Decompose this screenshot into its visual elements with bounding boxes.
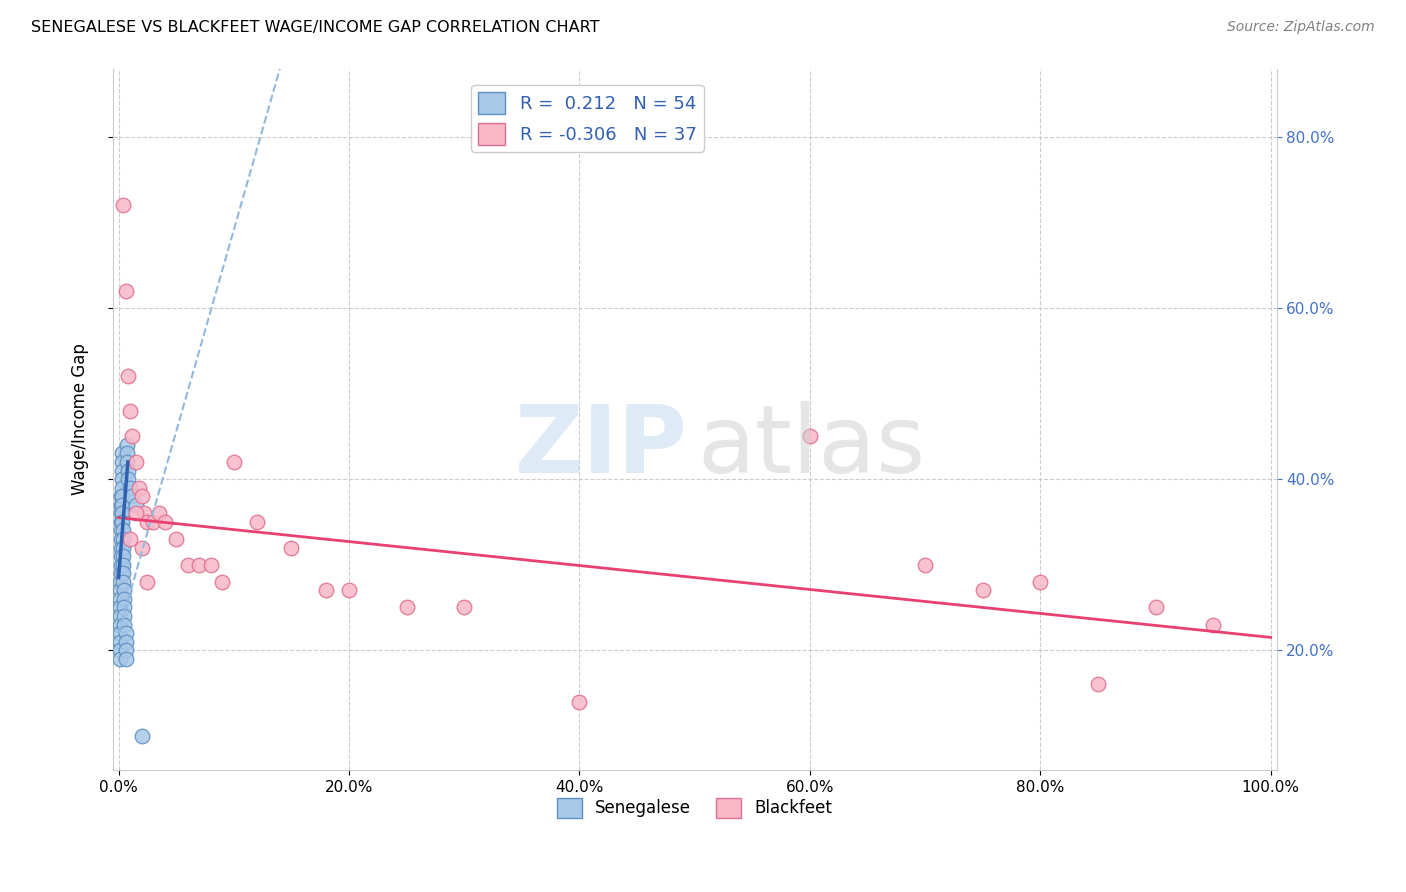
Point (112, 198, 135, 212)
Point (1087, 677, 1109, 691)
Point (453, 600, 475, 615)
Point (114, 634, 136, 648)
Point (114, 626, 136, 640)
Text: SENEGALESE VS BLACKFEET WAGE/INCOME GAP CORRELATION CHART: SENEGALESE VS BLACKFEET WAGE/INCOME GAP … (31, 20, 599, 35)
Point (1029, 574, 1052, 589)
Point (1144, 600, 1167, 615)
Point (108, 652, 131, 666)
Point (131, 729, 153, 743)
Point (188, 558, 211, 572)
Point (114, 643, 136, 657)
Point (222, 455, 245, 469)
Point (136, 574, 159, 589)
Point (112, 583, 135, 598)
Point (112, 549, 135, 563)
Point (110, 515, 132, 529)
Point (108, 609, 131, 624)
Point (108, 634, 131, 648)
Point (211, 574, 233, 589)
Point (112, 566, 135, 581)
Point (115, 446, 138, 460)
Point (128, 481, 150, 495)
Point (110, 549, 132, 563)
Point (112, 532, 135, 546)
Point (120, 481, 142, 495)
Point (117, 472, 139, 486)
Point (280, 541, 302, 555)
Point (108, 583, 131, 598)
Point (108, 600, 131, 615)
Point (136, 515, 159, 529)
Point (112, 574, 135, 589)
Y-axis label: Wage/Income Gap: Wage/Income Gap (72, 343, 89, 495)
Point (114, 284, 136, 298)
Point (111, 446, 134, 460)
Point (177, 558, 200, 572)
Point (568, 695, 591, 709)
Point (125, 498, 148, 512)
Point (112, 609, 135, 624)
Point (1202, 617, 1225, 632)
Point (111, 515, 134, 529)
Point (200, 558, 222, 572)
Text: ZIP: ZIP (515, 401, 688, 493)
Point (115, 438, 138, 452)
Point (108, 617, 131, 632)
Point (112, 541, 135, 555)
Point (125, 455, 148, 469)
Point (110, 532, 132, 546)
Legend: Senegalese, Blackfeet: Senegalese, Blackfeet (550, 791, 839, 825)
Point (337, 583, 360, 598)
Point (111, 498, 134, 512)
Point (110, 489, 132, 503)
Point (108, 574, 131, 589)
Point (125, 507, 148, 521)
Point (112, 617, 135, 632)
Point (117, 369, 139, 384)
Point (108, 626, 131, 640)
Point (132, 507, 155, 521)
Point (395, 600, 418, 615)
Point (246, 515, 269, 529)
Point (121, 429, 143, 443)
Point (131, 541, 153, 555)
Point (972, 583, 994, 598)
Point (108, 591, 131, 606)
Point (111, 455, 134, 469)
Point (115, 455, 138, 469)
Point (120, 532, 142, 546)
Point (110, 541, 132, 555)
Point (117, 464, 139, 478)
Point (121, 489, 143, 503)
Point (111, 507, 134, 521)
Point (110, 558, 132, 572)
Point (111, 481, 134, 495)
Point (110, 566, 132, 581)
Point (112, 600, 135, 615)
Point (153, 515, 176, 529)
Point (110, 507, 132, 521)
Point (131, 489, 153, 503)
Text: Source: ZipAtlas.com: Source: ZipAtlas.com (1227, 20, 1375, 34)
Point (120, 403, 142, 417)
Point (111, 472, 134, 486)
Point (799, 429, 821, 443)
Point (112, 591, 135, 606)
Text: atlas: atlas (697, 401, 925, 493)
Point (165, 532, 187, 546)
Point (914, 558, 936, 572)
Point (112, 558, 135, 572)
Point (108, 643, 131, 657)
Point (111, 464, 134, 478)
Point (110, 524, 132, 538)
Point (315, 583, 337, 598)
Point (112, 524, 135, 538)
Point (148, 507, 170, 521)
Point (114, 652, 136, 666)
Point (110, 498, 132, 512)
Point (111, 489, 134, 503)
Point (142, 515, 165, 529)
